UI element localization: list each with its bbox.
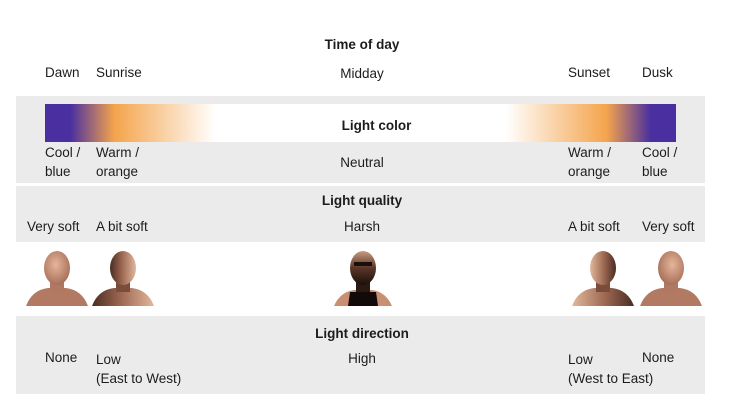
face-harsh-midday	[334, 251, 392, 306]
phase-sunrise: Sunrise	[96, 65, 142, 80]
face-bit-soft-sunset	[572, 251, 634, 306]
light-color-gradient-bar	[45, 104, 676, 142]
direction-sunrise: Low (East to West)	[96, 352, 182, 386]
face-very-soft-dawn	[26, 251, 88, 306]
phase-midday: Midday	[340, 66, 384, 81]
direction-midday: High	[348, 351, 376, 366]
quality-sunrise: A bit soft	[96, 219, 148, 234]
light-quality-title: Light quality	[321, 193, 403, 208]
phase-dawn: Dawn	[45, 65, 80, 80]
quality-dawn: Very soft	[27, 219, 80, 234]
direction-sunset: Low (West to East)	[568, 352, 654, 386]
color-sunrise: Warm / orange	[96, 145, 139, 179]
quality-sunset: A bit soft	[568, 219, 620, 234]
light-direction-band	[16, 316, 705, 394]
direction-dusk: None	[642, 350, 675, 365]
light-color-title: Light color	[341, 118, 412, 133]
face-bit-soft-sunrise	[92, 251, 154, 306]
quality-midday: Harsh	[343, 219, 381, 234]
color-sunset: Warm / orange	[568, 145, 611, 179]
light-quality-band	[16, 186, 705, 242]
phase-sunset: Sunset	[568, 65, 611, 80]
light-direction-title: Light direction	[315, 326, 409, 341]
color-dusk: Cool / blue	[642, 145, 678, 179]
time-of-day-title: Time of day	[324, 37, 400, 52]
color-dawn: Cool / blue	[45, 145, 81, 179]
quality-dusk: Very soft	[642, 219, 695, 234]
phase-dusk: Dusk	[642, 65, 673, 80]
color-midday: Neutral	[340, 155, 384, 170]
face-very-soft-dusk	[640, 251, 702, 306]
direction-dawn: None	[45, 350, 78, 365]
